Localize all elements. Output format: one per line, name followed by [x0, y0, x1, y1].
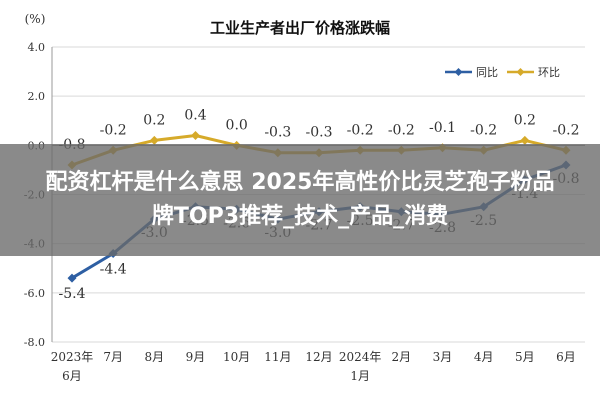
x-tick-label: 11月: [264, 350, 291, 364]
data-point-mom: [191, 131, 200, 140]
data-label-yoy: -4.4: [100, 262, 127, 278]
data-point-mom: [520, 135, 530, 145]
data-label-mom: -0.2: [388, 122, 415, 138]
x-tick-label: 10月: [223, 350, 250, 364]
x-tick-label: 5月: [515, 350, 535, 364]
legend: 同比 环比: [445, 66, 560, 79]
x-tick-label: 7月: [103, 350, 123, 364]
x-tick-label: 2024年 1月: [339, 350, 382, 383]
data-label-mom: 0.2: [514, 112, 536, 128]
data-label-mom: -0.1: [429, 120, 456, 136]
data-label-mom: 0.0: [226, 117, 248, 133]
chart-title: 工业生产者出厂价格涨跌幅: [210, 19, 390, 37]
y-axis-unit-label: (%): [25, 12, 46, 26]
x-tick-label: 9月: [186, 350, 206, 364]
legend-marker-yoy: [454, 68, 463, 76]
data-label-mom: -0.2: [347, 122, 374, 138]
data-label-mom: 0.4: [184, 108, 206, 124]
overlay-line-2: 牌TOP3推荐_技术_产品_消费: [151, 204, 449, 229]
x-tick-label: 8月: [145, 350, 165, 364]
data-label-mom: 0.2: [143, 112, 165, 128]
x-tick-label: 2023年 6月: [51, 350, 94, 383]
legend-marker-mom: [516, 68, 525, 76]
data-point-yoy: [67, 273, 77, 283]
data-label-mom: -0.3: [306, 125, 333, 141]
data-label-mom: -0.2: [470, 122, 497, 138]
data-label-mom: -0.3: [264, 125, 291, 141]
legend-label-mom: 环比: [538, 66, 560, 79]
y-tick-label: -8.0: [24, 336, 45, 349]
x-tick-label: 4月: [474, 350, 494, 364]
data-label-mom: -0.2: [100, 122, 127, 138]
legend-label-yoy: 同比: [476, 66, 498, 79]
overlay-line-1: 配资杠杆是什么意思 2025年高性价比灵芝孢子粉品: [45, 170, 555, 195]
data-label-yoy: -5.4: [59, 286, 86, 302]
x-tick-label: 3月: [433, 350, 453, 364]
x-tick-label: 12月: [305, 350, 332, 364]
y-tick-label: -6.0: [24, 287, 45, 300]
x-tick-label: 6月: [556, 350, 576, 364]
x-tick-label: 2月: [392, 350, 412, 364]
y-tick-label: 4.0: [28, 41, 46, 54]
y-tick-label: 2.0: [28, 90, 46, 103]
data-point-mom: [149, 135, 159, 145]
data-label-mom: -0.2: [553, 122, 580, 138]
title-overlay-banner: 配资杠杆是什么意思 2025年高性价比灵芝孢子粉品 牌TOP3推荐_技术_产品_…: [0, 144, 600, 256]
